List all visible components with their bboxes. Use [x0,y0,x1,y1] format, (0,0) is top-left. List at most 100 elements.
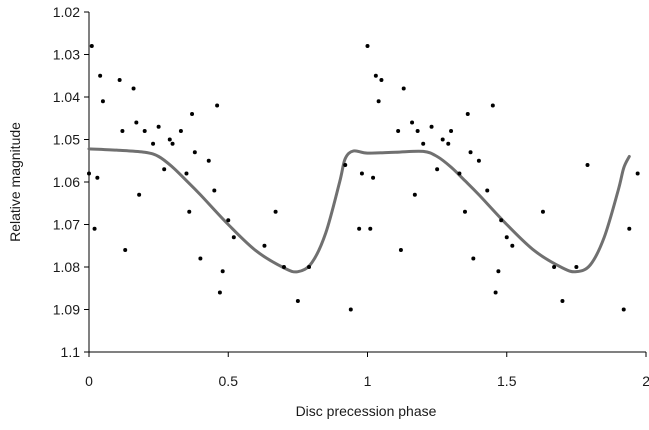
data-point [490,103,495,108]
data-point [396,129,401,133]
y-tick-label: 1.07 [53,217,80,233]
data-point [198,256,203,261]
data-point [504,235,509,240]
data-point [162,167,167,172]
data-point [120,129,125,133]
data-point [273,209,278,214]
y-tick-label: 1.02 [53,4,80,20]
data-point [100,99,105,104]
x-tick-label: 1 [364,373,372,389]
data-point [493,290,498,295]
y-tick-label: 1.03 [53,47,80,63]
data-point [226,218,231,223]
data-point [92,226,97,231]
y-axis-title: Relative magnitude [7,122,23,242]
data-point [552,265,557,269]
data-point [262,243,267,248]
data-point [485,188,490,193]
data-point [187,209,192,214]
data-point [167,137,172,142]
data-point [371,175,376,180]
data-points-series [87,44,640,312]
data-point [359,171,364,176]
data-point [440,137,445,142]
data-point [190,112,195,116]
data-point [379,78,384,82]
data-point [435,167,440,172]
data-point [123,248,128,252]
data-point [184,171,189,176]
y-tick-label: 1.1 [61,344,81,360]
data-point [281,265,286,269]
data-point [449,129,454,133]
data-point [368,226,373,231]
data-point [585,163,590,167]
data-point [465,112,470,116]
data-point [217,290,222,295]
plot-area: 1.02 1.03 1.04 1.05 1.06 1.07 1.08 1.09 1.1 0 0.5… [53,4,649,389]
data-point [627,226,632,231]
data-point [220,269,225,274]
data-point [156,124,161,129]
data-point [446,141,451,146]
data-point [343,163,348,167]
data-point [496,269,501,274]
data-point [231,235,236,240]
data-point [134,120,139,125]
data-point [89,44,94,48]
data-point [429,124,434,129]
data-point [621,307,626,312]
data-point [476,158,481,163]
data-point [178,129,183,133]
data-point [192,150,197,155]
data-point [307,265,312,269]
data-point [365,44,370,48]
y-ticks: 1.02 1.03 1.04 1.05 1.06 1.07 1.08 1.09 1.1 [53,4,89,360]
data-point [635,171,640,176]
data-point [98,73,103,78]
data-point [462,209,467,214]
data-point [574,265,579,269]
y-tick-label: 1.06 [53,174,80,190]
data-point [468,150,473,155]
x-axis-title: Disc precession phase [296,403,437,419]
x-ticks: 0 0.5 1 1.5 2 [85,352,649,389]
data-point [376,99,381,104]
data-point [131,86,136,91]
x-tick-label: 0 [85,373,93,389]
data-point [401,86,406,91]
model-curve-series [87,147,631,274]
y-tick-label: 1.08 [53,259,80,275]
data-point [499,218,504,223]
data-point [87,171,91,176]
data-point [560,299,565,303]
data-point [398,248,403,252]
data-point [295,299,300,303]
data-point [471,256,476,261]
data-point [415,129,420,133]
data-point [410,120,415,125]
x-tick-label: 0.5 [219,373,239,389]
data-point [212,188,217,193]
data-point [357,226,362,231]
data-point [348,307,353,312]
data-point [142,129,147,133]
x-tick-label: 1.5 [497,373,517,389]
y-tick-label: 1.05 [53,132,80,148]
data-point [510,243,515,248]
data-point [457,171,462,176]
data-point [421,141,426,146]
x-tick-label: 2 [642,373,649,389]
data-point [412,192,417,197]
data-point [151,141,156,146]
data-point [137,192,142,197]
data-point [540,209,545,214]
data-point [117,78,122,82]
data-point [170,141,175,146]
y-tick-label: 1.04 [53,89,80,105]
y-tick-label: 1.09 [53,302,80,318]
data-point [95,175,100,180]
data-point [373,73,378,78]
data-point [215,103,220,108]
